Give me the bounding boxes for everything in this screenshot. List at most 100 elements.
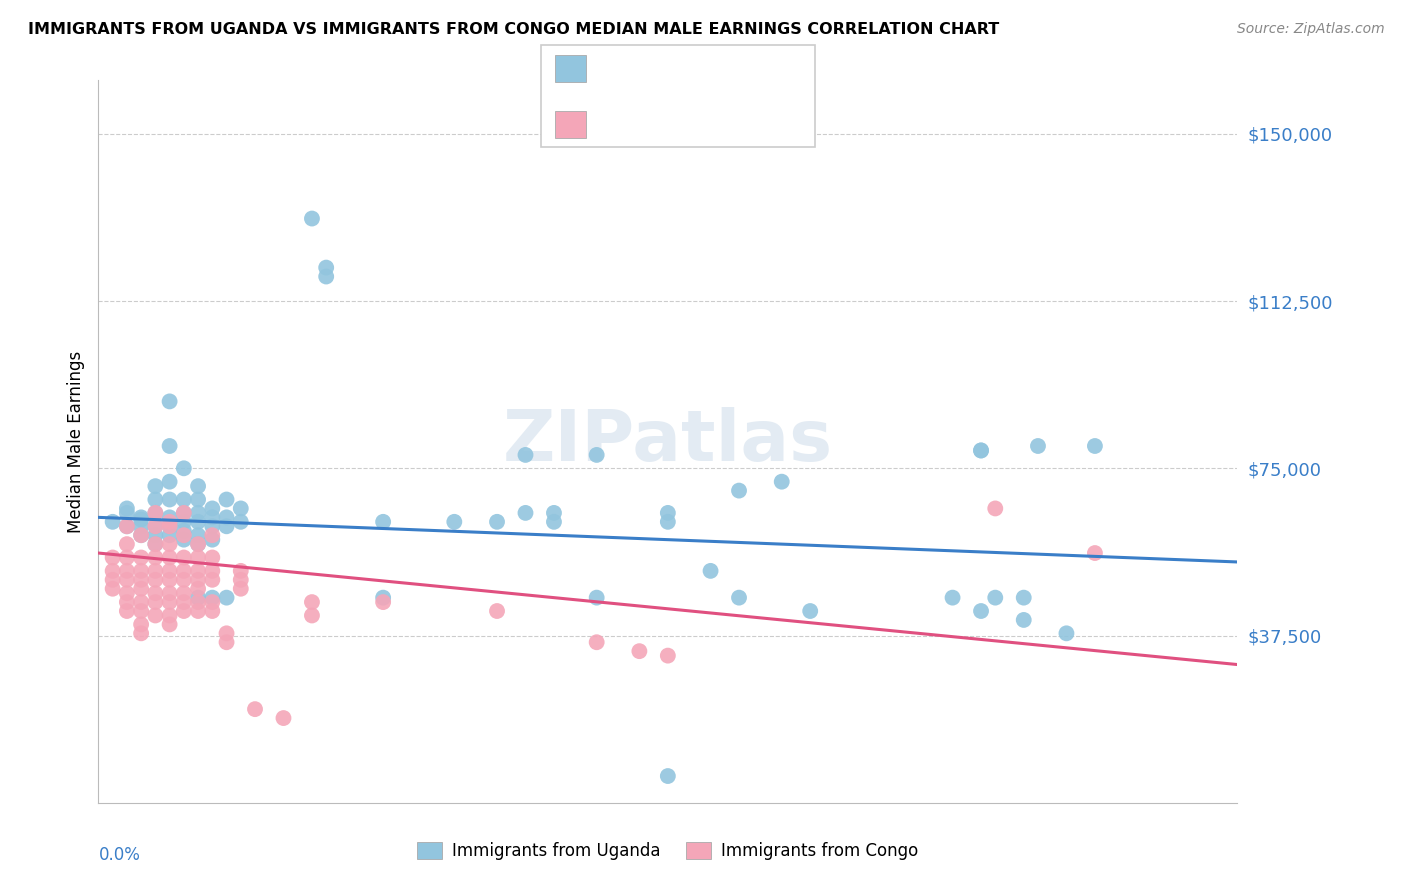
Point: [201, 550, 224, 565]
Point: [115, 586, 138, 600]
Point: [159, 519, 181, 533]
Point: [159, 550, 181, 565]
Point: [657, 506, 679, 520]
Point: [585, 448, 607, 462]
Point: [187, 591, 209, 605]
Point: [201, 591, 224, 605]
Text: R =  -0.242   N = 77: R = -0.242 N = 77: [600, 116, 783, 134]
Point: [699, 564, 721, 578]
Point: [173, 604, 195, 618]
Point: [187, 550, 209, 565]
Point: [657, 648, 679, 663]
Point: [129, 510, 152, 524]
Point: [187, 492, 209, 507]
Point: [799, 604, 821, 618]
Point: [371, 591, 394, 605]
Point: [145, 586, 167, 600]
Point: [101, 573, 124, 587]
Point: [159, 595, 181, 609]
Point: [187, 528, 209, 542]
Point: [770, 475, 793, 489]
Point: [129, 564, 152, 578]
Point: [273, 711, 295, 725]
Point: [657, 769, 679, 783]
Point: [115, 506, 138, 520]
Point: [129, 573, 152, 587]
Point: [115, 573, 138, 587]
Point: [215, 591, 238, 605]
Point: [543, 515, 565, 529]
Point: [129, 550, 152, 565]
Point: [201, 510, 224, 524]
Point: [173, 515, 195, 529]
Point: [443, 515, 465, 529]
Point: [173, 524, 195, 538]
Point: [970, 443, 993, 458]
Point: [970, 443, 993, 458]
Point: [301, 608, 323, 623]
Point: [159, 394, 181, 409]
Point: [159, 510, 181, 524]
Point: [129, 512, 152, 526]
Point: [970, 604, 993, 618]
Point: [145, 573, 167, 587]
Point: [187, 595, 209, 609]
Point: [115, 550, 138, 565]
Point: [628, 644, 651, 658]
Point: [101, 550, 124, 565]
Point: [201, 519, 224, 533]
Point: [145, 608, 167, 623]
Point: [145, 550, 167, 565]
Point: [229, 515, 252, 529]
Point: [129, 626, 152, 640]
Point: [159, 439, 181, 453]
Point: [187, 479, 209, 493]
Point: [187, 537, 209, 551]
Y-axis label: Median Male Earnings: Median Male Earnings: [66, 351, 84, 533]
Point: [229, 564, 252, 578]
Point: [145, 564, 167, 578]
Point: [173, 506, 195, 520]
Point: [187, 564, 209, 578]
Point: [984, 501, 1007, 516]
Text: IMMIGRANTS FROM UGANDA VS IMMIGRANTS FROM CONGO MEDIAN MALE EARNINGS CORRELATION: IMMIGRANTS FROM UGANDA VS IMMIGRANTS FRO…: [28, 22, 1000, 37]
Point: [229, 582, 252, 596]
Point: [173, 506, 195, 520]
Point: [243, 702, 266, 716]
Point: [145, 528, 167, 542]
Point: [187, 515, 209, 529]
Text: Source: ZipAtlas.com: Source: ZipAtlas.com: [1237, 22, 1385, 37]
Point: [1012, 591, 1035, 605]
Text: 0.0%: 0.0%: [98, 847, 141, 864]
Point: [115, 501, 138, 516]
Point: [129, 528, 152, 542]
Point: [101, 564, 124, 578]
Point: [215, 635, 238, 649]
Point: [215, 510, 238, 524]
Point: [145, 479, 167, 493]
Point: [129, 582, 152, 596]
Point: [159, 586, 181, 600]
Point: [173, 461, 195, 475]
Point: [728, 591, 751, 605]
Text: ZIPatlas: ZIPatlas: [503, 407, 832, 476]
Point: [201, 573, 224, 587]
Point: [201, 595, 224, 609]
Point: [515, 506, 537, 520]
Point: [187, 537, 209, 551]
Point: [159, 519, 181, 533]
Point: [515, 448, 537, 462]
Point: [201, 604, 224, 618]
Point: [486, 604, 509, 618]
Point: [371, 515, 394, 529]
Point: [315, 269, 337, 284]
Point: [115, 519, 138, 533]
Point: [201, 528, 224, 542]
Point: [159, 564, 181, 578]
Point: [173, 564, 195, 578]
Point: [201, 533, 224, 547]
Point: [159, 537, 181, 551]
Point: [129, 595, 152, 609]
Point: [129, 604, 152, 618]
Point: [1012, 613, 1035, 627]
